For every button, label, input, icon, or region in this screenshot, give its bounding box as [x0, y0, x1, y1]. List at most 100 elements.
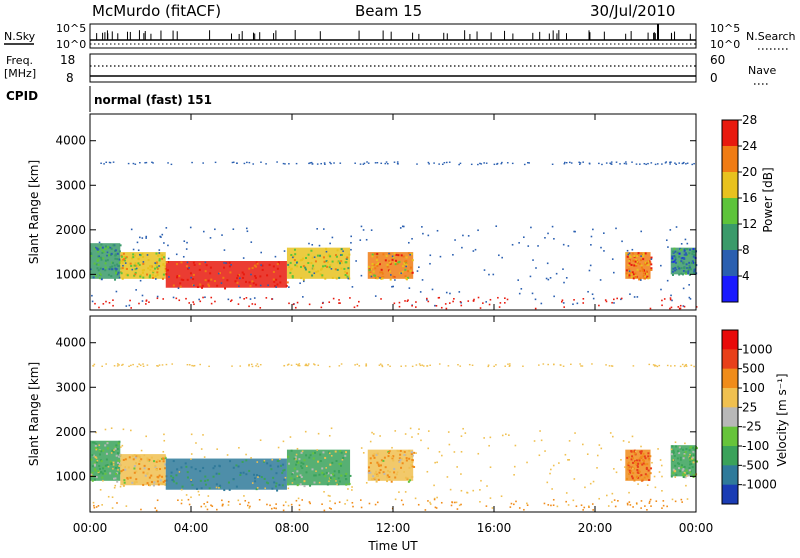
near-range-point: [499, 302, 502, 304]
data-speck: [625, 272, 628, 275]
scatter-point: [238, 285, 240, 288]
scatter-point: [295, 453, 298, 456]
far-range-point: [136, 365, 139, 368]
data-speck: [309, 454, 312, 457]
scatter-point: [401, 225, 404, 228]
far-range-point: [631, 161, 633, 163]
freq-tick-bottom: 8: [66, 71, 74, 85]
data-speck: [339, 449, 342, 452]
scatter-point: [427, 430, 430, 432]
data-speck: [336, 249, 339, 252]
data-speck: [644, 275, 647, 278]
data-speck: [105, 452, 108, 455]
far-range-point: [132, 363, 134, 366]
data-speck: [393, 252, 396, 255]
colorbar-tick-label: -1000: [742, 478, 777, 492]
far-range-point: [158, 364, 161, 366]
near-range-point: [294, 306, 297, 309]
scatter-point: [674, 441, 677, 444]
scatter-point: [588, 269, 591, 272]
data-speck: [222, 276, 225, 279]
data-speck: [310, 249, 313, 252]
scatter-point: [379, 435, 381, 437]
data-speck: [274, 285, 277, 288]
scatter-point: [511, 243, 514, 246]
far-range-point: [208, 365, 210, 368]
data-speck: [345, 472, 348, 475]
scatter-point: [256, 461, 259, 463]
scatter-point: [117, 469, 119, 471]
data-speck: [123, 255, 126, 258]
data-speck: [674, 261, 677, 264]
data-speck: [289, 271, 292, 274]
near-range-point: [282, 504, 285, 507]
x-tick-label: 00:00: [679, 521, 714, 535]
data-speck: [142, 262, 145, 265]
far-range-point: [304, 364, 307, 367]
data-speck: [642, 452, 645, 455]
data-speck: [370, 268, 373, 271]
scatter-point: [540, 439, 543, 442]
scatter-point: [369, 440, 372, 443]
far-range-point: [387, 364, 389, 366]
scatter-point: [204, 505, 207, 508]
data-speck: [628, 268, 631, 271]
scatter-point: [351, 486, 353, 488]
data-speck: [150, 481, 153, 484]
data-speck: [112, 450, 115, 453]
data-speck: [405, 262, 408, 265]
data-speck: [344, 478, 347, 481]
far-range-point: [528, 162, 530, 164]
scatter-point: [564, 453, 567, 456]
data-speck: [281, 471, 284, 474]
data-speck: [205, 264, 208, 267]
y-tick-label: 2000: [55, 223, 86, 237]
near-range-point: [506, 298, 509, 301]
far-range-point: [652, 364, 655, 366]
colorbar-segment: [722, 146, 738, 173]
data-speck: [376, 256, 379, 259]
data-speck: [137, 258, 140, 261]
data-speck: [277, 465, 280, 468]
data-speck: [321, 467, 324, 470]
far-range-point: [570, 162, 573, 164]
far-range-point: [286, 364, 289, 366]
data-speck: [372, 270, 375, 273]
far-range-point: [669, 161, 671, 164]
data-speck: [693, 268, 696, 271]
data-speck: [294, 458, 297, 461]
data-speck: [375, 263, 378, 266]
far-range-point: [103, 163, 105, 165]
data-speck: [176, 468, 179, 471]
data-speck: [323, 260, 326, 263]
data-speck: [312, 264, 315, 267]
near-range-point: [550, 504, 552, 507]
data-speck: [378, 471, 381, 474]
data-speck: [317, 460, 320, 463]
noise-trace: [90, 24, 696, 45]
data-speck: [345, 261, 348, 264]
data-speck: [298, 458, 301, 461]
data-speck: [162, 460, 165, 463]
data-speck: [331, 461, 334, 464]
far-range-point: [458, 163, 460, 166]
data-speck: [377, 478, 380, 481]
data-speck: [248, 281, 251, 284]
scatter-point: [279, 458, 281, 460]
near-range-point: [187, 498, 190, 501]
data-speck: [686, 254, 689, 257]
data-speck: [282, 469, 285, 472]
near-range-point: [552, 504, 555, 507]
data-speck: [135, 455, 138, 458]
near-range-point: [221, 499, 223, 502]
data-speck: [111, 265, 114, 268]
data-speck: [294, 456, 297, 459]
data-speck: [296, 470, 299, 473]
data-speck: [341, 261, 344, 264]
scatter-point: [202, 230, 205, 233]
scatter-point: [362, 229, 365, 231]
data-speck: [380, 464, 383, 467]
far-range-point: [421, 364, 424, 366]
far-range-point: [445, 161, 448, 164]
data-speck: [241, 460, 244, 463]
